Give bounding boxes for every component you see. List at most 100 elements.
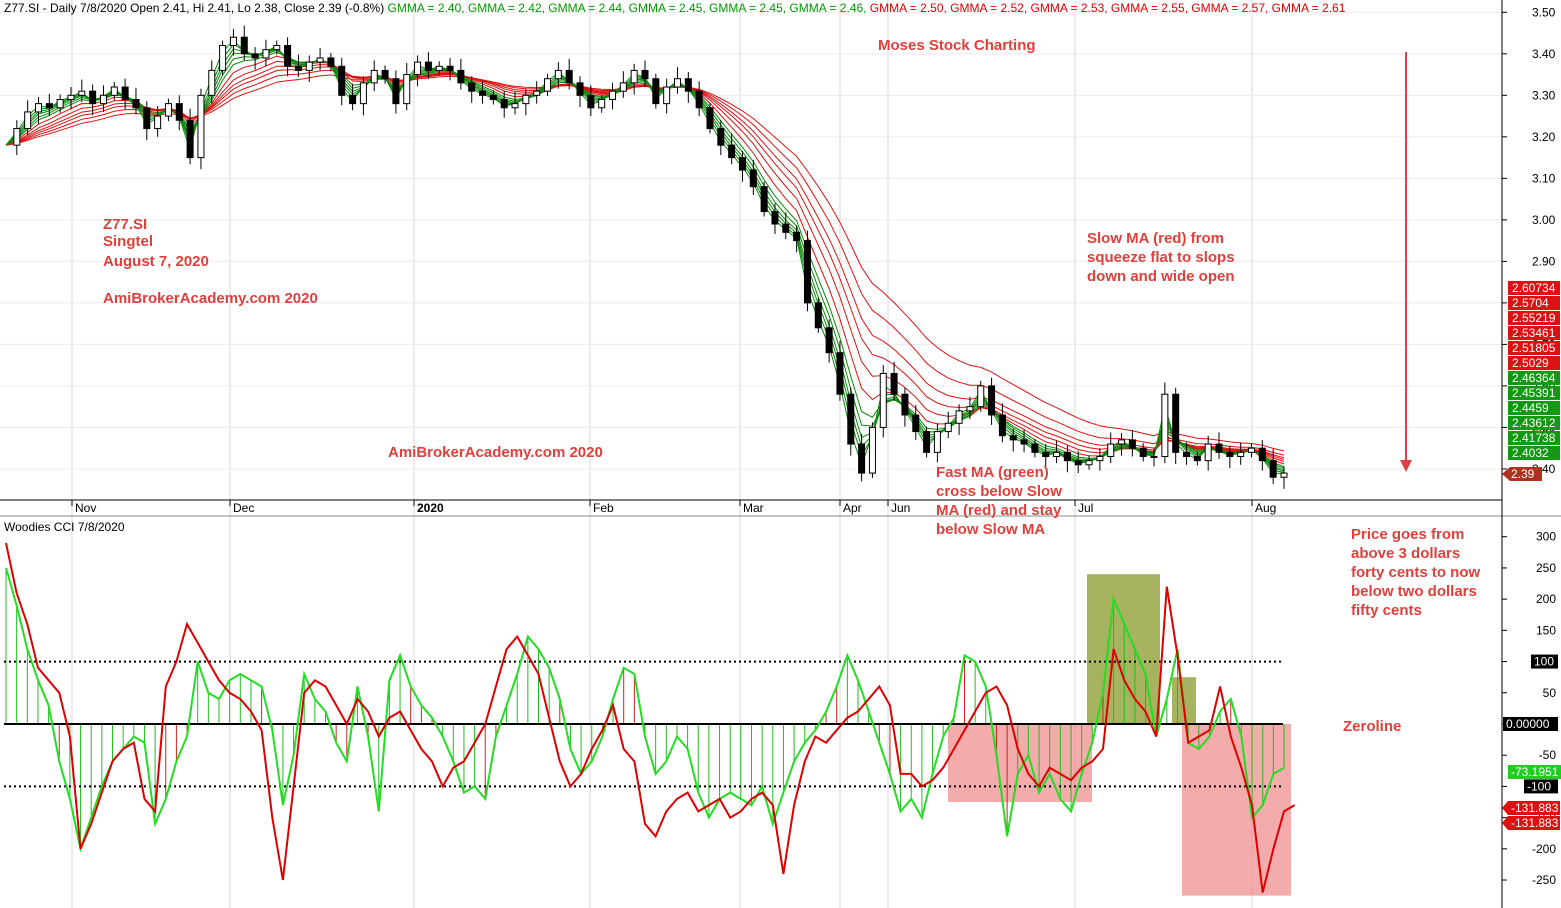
candle-body: [728, 144, 736, 159]
x-tick-label: Aug: [1255, 501, 1276, 515]
candle-body: [554, 69, 562, 80]
candle-body: [803, 240, 811, 304]
candle-body: [511, 103, 519, 109]
candle-body: [262, 49, 270, 59]
candle-body: [1053, 451, 1061, 457]
candle-body: [305, 61, 313, 71]
cci-tag-bg: [1502, 816, 1560, 830]
candle-body: [1150, 455, 1158, 458]
candle-body: [424, 61, 432, 71]
fast-ma-note-2: cross below Slow: [936, 483, 1062, 500]
header-segment: GMMA = 2.61: [1268, 1, 1345, 15]
header-segment: GMMA = 2.45,: [625, 1, 705, 15]
candle-body: [663, 86, 671, 105]
price-tag-bg: [1508, 446, 1560, 460]
header-segment: Z77.SI - Daily 7/8/2020 Open 2.41, Hi 2.…: [4, 1, 384, 15]
candle-body: [630, 69, 638, 84]
candle-body: [316, 57, 324, 63]
candle-body: [825, 327, 833, 354]
candle-body: [56, 98, 64, 109]
candle-body: [1161, 393, 1169, 457]
price-note-2: above 3 dollars: [1351, 545, 1460, 562]
indicator-title: Woodies CCI 7/8/2020: [4, 520, 125, 534]
candle-body: [933, 431, 941, 453]
price-tag-label: 2.60734: [1512, 281, 1556, 295]
candle-body: [923, 431, 931, 453]
candle-body: [673, 78, 681, 88]
candle-body: [403, 74, 411, 105]
candle-body: [793, 231, 801, 242]
candle-body: [468, 82, 476, 92]
candle-body: [706, 107, 714, 130]
candle-body: [1280, 472, 1288, 478]
price-tag-bg: [1508, 386, 1560, 400]
candle-body: [208, 69, 216, 96]
candle-body: [1009, 435, 1017, 441]
candle-body: [565, 69, 573, 84]
cci-tag-label: -100: [1527, 779, 1551, 793]
cci-pane: [4, 542, 1296, 896]
price-tag-bg: [1508, 296, 1560, 310]
price-tag-label: 2.43612: [1512, 416, 1556, 430]
price-tag-bg: [1508, 311, 1560, 325]
price-tick-label: 3.30: [1532, 88, 1556, 102]
zeroline-label: Zeroline: [1343, 718, 1401, 735]
candle-body: [1063, 451, 1071, 462]
price-tag-bg: [1508, 326, 1560, 340]
candle-body: [489, 94, 497, 100]
cci-line: [5, 542, 1296, 893]
candle-body: [814, 302, 822, 329]
candle-body: [294, 65, 302, 71]
candle-body: [143, 107, 151, 130]
candle-body: [1096, 455, 1104, 462]
candle-body: [609, 90, 617, 100]
header-segment: GMMA = 2.44,: [545, 1, 625, 15]
price-tag-label: 2.39: [1511, 467, 1535, 481]
candle-body: [121, 86, 129, 100]
candle-body: [34, 103, 42, 113]
chart-header: Z77.SI - Daily 7/8/2020 Open 2.41, Hi 2.…: [4, 1, 1346, 15]
price-tag-bg: [1508, 356, 1560, 370]
price-tag-label: 2.46364: [1512, 371, 1556, 385]
candle-body: [868, 426, 876, 474]
cci-tag-bg: [1508, 765, 1561, 779]
candle-body: [186, 119, 194, 159]
price-tag-bg: [1502, 467, 1542, 481]
price-tick-label: 2.90: [1532, 254, 1556, 268]
candle-body: [587, 94, 595, 109]
fast-ma-note-3: MA (red) and stay: [936, 502, 1062, 519]
candle-body: [1269, 460, 1277, 478]
header-segment: GMMA = 2.45,: [706, 1, 786, 15]
candle-body: [457, 69, 465, 84]
candle-body: [1139, 447, 1147, 457]
candle-body: [544, 78, 552, 92]
candle-body: [24, 111, 32, 130]
candle-body: [1172, 393, 1180, 453]
candle-body: [1183, 451, 1191, 457]
candle-body: [359, 82, 367, 105]
header-segment: GMMA = 2.57,: [1188, 1, 1268, 15]
price-tag-label: 2.5704: [1512, 296, 1549, 310]
cci-tick-label: 250: [1536, 561, 1556, 575]
candle-body: [392, 78, 400, 105]
symbol-line-2: Singtel: [103, 233, 153, 250]
header-segment: GMMA = 2.42,: [465, 1, 545, 15]
candle-body: [78, 90, 86, 96]
price-tag-bg: [1508, 371, 1560, 385]
cci-tick-label: 50: [1543, 686, 1557, 700]
cci-tag-bg: [1531, 654, 1558, 669]
slow-ma-note-2: squeeze flat to slops: [1087, 249, 1235, 266]
price-tick-label: 3.20: [1532, 130, 1556, 144]
candle-body: [1118, 439, 1126, 445]
candle-body: [988, 385, 996, 416]
candle-body: [1248, 447, 1256, 453]
candle-body: [349, 94, 357, 105]
candle-body: [284, 45, 292, 67]
candle-body: [1031, 443, 1039, 453]
candle-body: [890, 372, 898, 395]
highlight-box: [948, 723, 1092, 803]
header-segment: GMMA = 2.50,: [866, 1, 946, 15]
cci-tick-label: 150: [1536, 623, 1556, 637]
candle-body: [219, 45, 227, 71]
